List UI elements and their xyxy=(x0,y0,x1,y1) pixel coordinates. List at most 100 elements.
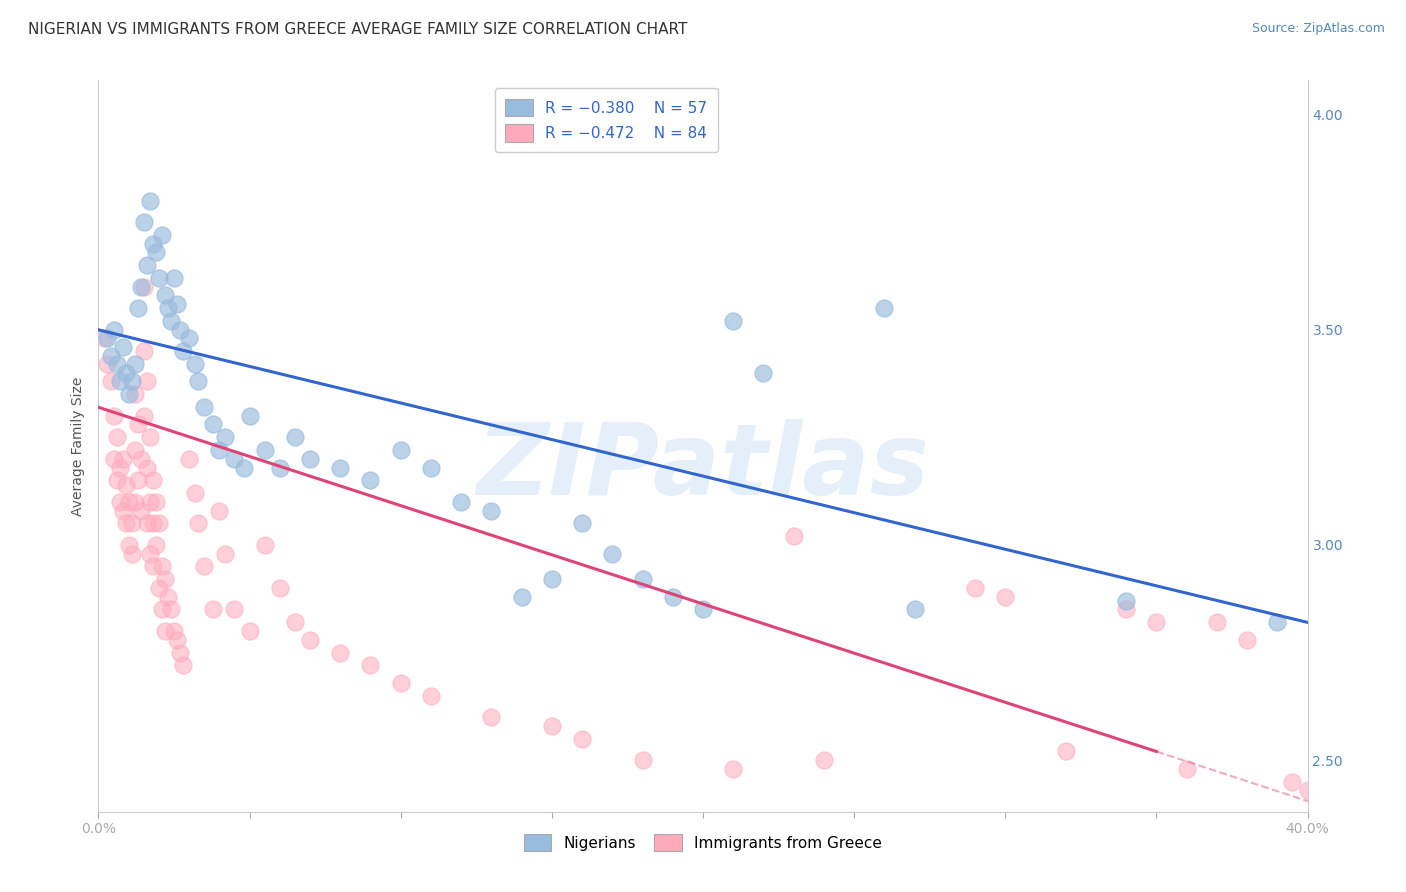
Point xyxy=(253,443,276,458)
Point xyxy=(121,375,143,389)
Point xyxy=(124,387,146,401)
Point xyxy=(108,460,131,475)
Point xyxy=(420,460,443,475)
Point xyxy=(163,624,186,638)
Point xyxy=(121,516,143,531)
Point xyxy=(994,590,1017,604)
Point xyxy=(172,344,194,359)
Y-axis label: Average Family Size: Average Family Size xyxy=(70,376,84,516)
Point xyxy=(153,288,176,302)
Point xyxy=(208,443,231,458)
Point xyxy=(166,632,188,647)
Point xyxy=(299,632,322,647)
Point xyxy=(631,573,654,587)
Point xyxy=(873,301,896,316)
Point xyxy=(145,538,167,552)
Point xyxy=(129,503,152,517)
Point xyxy=(202,602,225,616)
Point xyxy=(142,474,165,488)
Point xyxy=(121,547,143,561)
Point xyxy=(253,538,276,552)
Point xyxy=(1267,615,1289,630)
Point xyxy=(214,547,236,561)
Point xyxy=(132,215,155,229)
Point xyxy=(1236,632,1258,647)
Point xyxy=(269,460,291,475)
Point xyxy=(179,451,201,466)
Point xyxy=(163,271,186,285)
Point xyxy=(1281,774,1303,789)
Point xyxy=(631,753,654,767)
Point xyxy=(602,547,624,561)
Point xyxy=(389,675,412,690)
Point xyxy=(132,280,155,294)
Text: ZIPatlas: ZIPatlas xyxy=(477,419,929,516)
Text: Source: ZipAtlas.com: Source: ZipAtlas.com xyxy=(1251,22,1385,36)
Point xyxy=(114,477,136,491)
Legend: Nigerians, Immigrants from Greece: Nigerians, Immigrants from Greece xyxy=(516,826,890,859)
Point xyxy=(184,486,207,500)
Point xyxy=(135,460,157,475)
Point xyxy=(111,340,134,354)
Point xyxy=(389,443,412,458)
Point xyxy=(661,590,683,604)
Point xyxy=(114,516,136,531)
Point xyxy=(129,451,152,466)
Point xyxy=(105,474,128,488)
Point xyxy=(187,516,209,531)
Point xyxy=(153,573,176,587)
Point xyxy=(142,559,165,574)
Point xyxy=(723,762,745,776)
Point xyxy=(202,417,225,432)
Point xyxy=(139,430,162,444)
Point xyxy=(208,503,231,517)
Point xyxy=(329,460,352,475)
Point xyxy=(135,258,157,272)
Point xyxy=(299,451,322,466)
Point xyxy=(103,323,125,337)
Point xyxy=(111,451,134,466)
Point xyxy=(108,495,131,509)
Point xyxy=(1175,762,1198,776)
Point xyxy=(1296,783,1319,797)
Point xyxy=(148,271,170,285)
Point xyxy=(187,375,209,389)
Point xyxy=(1115,602,1137,616)
Point xyxy=(100,375,122,389)
Point xyxy=(103,451,125,466)
Point xyxy=(148,581,170,595)
Point xyxy=(813,753,835,767)
Point xyxy=(145,495,167,509)
Point xyxy=(239,409,262,423)
Point xyxy=(571,516,593,531)
Point xyxy=(172,658,194,673)
Point xyxy=(114,366,136,380)
Point xyxy=(118,387,141,401)
Point xyxy=(1206,615,1229,630)
Point xyxy=(153,624,176,638)
Point xyxy=(142,236,165,251)
Point xyxy=(96,357,118,371)
Point xyxy=(904,602,927,616)
Point xyxy=(96,331,118,345)
Point xyxy=(179,331,201,345)
Point xyxy=(108,375,131,389)
Point xyxy=(1144,615,1167,630)
Point xyxy=(193,559,215,574)
Point xyxy=(193,401,215,415)
Point xyxy=(111,503,134,517)
Point xyxy=(420,689,443,703)
Point xyxy=(284,615,307,630)
Point xyxy=(124,357,146,371)
Point xyxy=(145,245,167,260)
Point xyxy=(156,301,179,316)
Point xyxy=(160,314,183,328)
Point xyxy=(105,357,128,371)
Point xyxy=(150,602,173,616)
Point xyxy=(118,538,141,552)
Point xyxy=(752,366,775,380)
Point xyxy=(214,430,236,444)
Point xyxy=(783,529,806,543)
Point xyxy=(329,646,352,660)
Point xyxy=(139,495,162,509)
